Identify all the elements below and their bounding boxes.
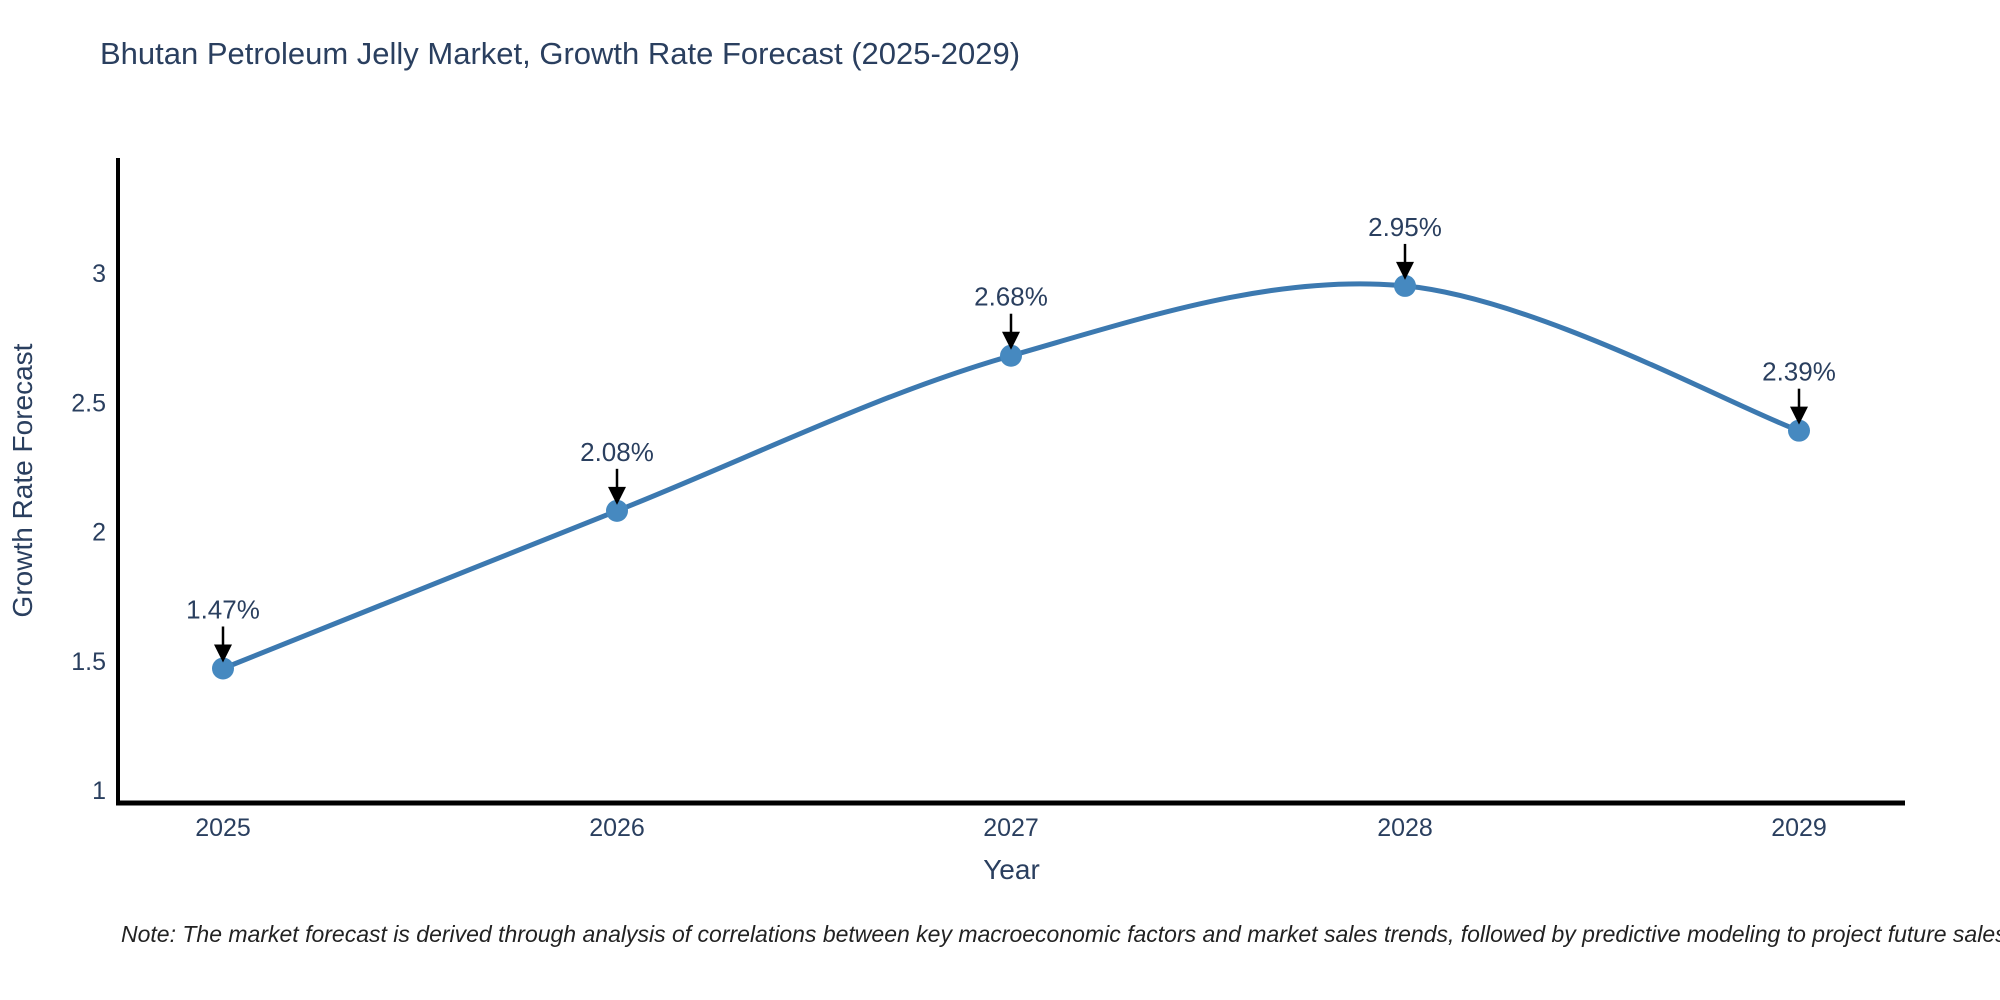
annotation-arrow-head: [1790, 406, 1808, 425]
annotation-arrow-head: [214, 644, 232, 663]
annotation-arrow-head: [608, 486, 626, 505]
annotation-arrow-head: [1396, 261, 1414, 280]
data-point-marker: [1788, 419, 1810, 442]
point-value-label: 2.39%: [1762, 357, 1836, 387]
chart-title: Bhutan Petroleum Jelly Market, Growth Ra…: [100, 36, 1021, 71]
data-point-marker: [606, 499, 628, 522]
data-point-marker: [1394, 274, 1416, 297]
y-tick-label: 1.5: [71, 648, 106, 676]
point-value-label: 2.95%: [1368, 212, 1442, 242]
y-tick-label: 1: [92, 777, 106, 805]
x-tick-label: 2025: [195, 814, 251, 842]
y-tick-label: 3: [92, 260, 106, 288]
x-tick-label: 2028: [1377, 814, 1433, 842]
y-axis-title: Growth Rate Forecast: [7, 343, 38, 617]
point-value-label: 1.47%: [186, 595, 260, 625]
data-point-marker: [212, 657, 234, 680]
x-tick-label: 2027: [983, 814, 1039, 842]
point-value-label: 2.68%: [974, 282, 1048, 312]
x-tick-label: 2026: [589, 814, 645, 842]
x-tick-label: 2029: [1771, 814, 1827, 842]
x-axis-title: Year: [983, 854, 1040, 885]
annotation-arrow-head: [1002, 331, 1020, 350]
footnote: Note: The market forecast is derived thr…: [121, 921, 2000, 947]
point-value-label: 2.08%: [580, 437, 654, 467]
data-point-marker: [1000, 344, 1022, 367]
y-tick-label: 2: [92, 519, 106, 547]
y-tick-label: 2.5: [71, 389, 106, 417]
